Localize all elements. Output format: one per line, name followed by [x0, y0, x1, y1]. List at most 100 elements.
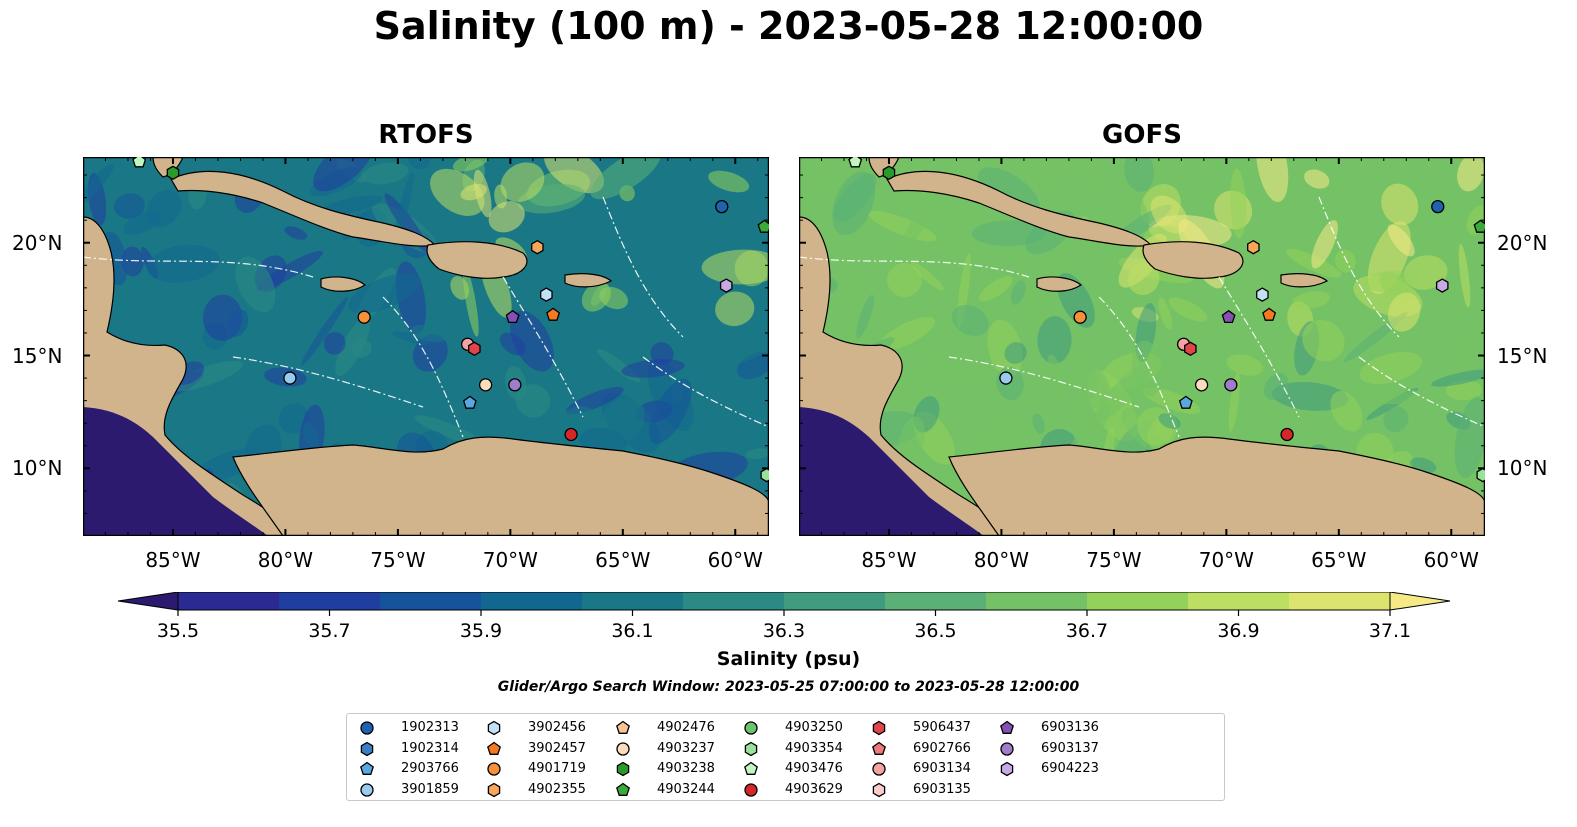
salinity-eddy: [323, 332, 346, 355]
legend-marker[interactable]: [360, 782, 374, 797]
salinity-eddy: [1364, 270, 1413, 293]
eez-boundary: [948, 356, 1140, 408]
colorbar-segment: [986, 592, 1088, 610]
float-marker-6903136[interactable]: [1221, 309, 1236, 324]
salinity-eddy: [1131, 340, 1164, 397]
float-marker-4903244[interactable]: [1473, 219, 1485, 233]
float-marker-4903354[interactable]: [1476, 467, 1485, 483]
salinity-eddy: [974, 416, 1020, 462]
colorbar-segment: [481, 592, 583, 610]
float-marker-3902456[interactable]: [1256, 287, 1269, 302]
pentagon-marker-icon: [616, 720, 630, 734]
pentagon-marker-icon: [360, 761, 374, 775]
salinity-eddy: [1457, 157, 1485, 192]
lon-tick-label: 80°W: [973, 548, 1030, 572]
float-marker-3902456[interactable]: [540, 287, 553, 302]
salinity-eddy: [1256, 157, 1289, 203]
legend-marker[interactable]: [872, 741, 886, 755]
float-marker-4901719[interactable]: [1073, 310, 1087, 324]
salinity-eddy: [1387, 292, 1421, 332]
float-marker-4903354[interactable]: [760, 467, 769, 483]
legend-label: 4903629: [785, 781, 843, 797]
salinity-eddy: [1292, 291, 1331, 309]
legend-marker[interactable]: [360, 741, 374, 756]
legend-label: 4903354: [785, 740, 843, 756]
colorbar-tick-label: 35.7: [308, 620, 351, 642]
legend-marker[interactable]: [616, 720, 630, 734]
float-marker-6903136[interactable]: [505, 309, 520, 324]
legend-label: 3901859: [401, 781, 459, 797]
lon-tick-label: 80°W: [257, 548, 314, 572]
float-marker-6903137[interactable]: [508, 378, 522, 392]
salinity-eddy: [1230, 168, 1247, 239]
legend-marker[interactable]: [744, 782, 758, 797]
legend-marker[interactable]: [1000, 761, 1014, 777]
lat-tick-label-left: 20°N: [12, 230, 63, 255]
legend-marker[interactable]: [360, 761, 374, 775]
float-marker-6903137[interactable]: [1224, 378, 1238, 392]
float-marker-4901719[interactable]: [357, 310, 371, 324]
legend-label: 4903244: [657, 781, 715, 797]
colorbar-segment: [1087, 592, 1189, 610]
legend-marker[interactable]: [744, 741, 758, 756]
map-panel-gofs[interactable]: [799, 157, 1485, 536]
legend-marker[interactable]: [1000, 741, 1014, 756]
salinity-eddy: [1352, 387, 1425, 405]
float-marker-4902355[interactable]: [531, 239, 544, 255]
float-marker-2903766[interactable]: [1178, 395, 1193, 409]
salinity-eddy: [110, 300, 129, 320]
float-marker-4903237[interactable]: [478, 378, 493, 392]
float-marker-1902313[interactable]: [715, 199, 729, 214]
float-marker-4903238[interactable]: [166, 165, 180, 181]
float-marker-4903244[interactable]: [757, 219, 769, 233]
salinity-eddy: [839, 269, 864, 294]
legend-marker[interactable]: [872, 782, 886, 797]
salinity-eddy: [1271, 382, 1349, 411]
salinity-eddy: [1086, 157, 1099, 191]
lon-tick-label: 60°W: [1423, 548, 1479, 572]
float-marker-6904223[interactable]: [1435, 278, 1449, 293]
legend-marker[interactable]: [487, 762, 501, 776]
float-marker-3901859[interactable]: [999, 371, 1013, 385]
float-marker-3902457[interactable]: [546, 307, 561, 321]
lon-tick-label: 75°W: [370, 548, 426, 572]
float-marker-4902355[interactable]: [1247, 239, 1260, 255]
float-marker-2903766[interactable]: [462, 395, 477, 409]
float-marker-1902313[interactable]: [1431, 199, 1445, 214]
legend-marker[interactable]: [1000, 720, 1014, 734]
map-panel-rtofs[interactable]: [83, 157, 769, 536]
float-marker-5906437[interactable]: [1184, 341, 1197, 357]
legend-marker[interactable]: [872, 762, 886, 776]
legend-label: 5906437: [913, 720, 971, 735]
float-marker-4903629[interactable]: [564, 427, 578, 442]
legend-marker[interactable]: [616, 761, 630, 777]
float-marker-4903629[interactable]: [1280, 427, 1294, 442]
float-marker-6904223[interactable]: [719, 278, 733, 293]
float-marker-4903238[interactable]: [882, 165, 896, 181]
legend-marker[interactable]: [487, 782, 501, 797]
legend-marker[interactable]: [744, 721, 758, 735]
legend-marker[interactable]: [616, 782, 630, 796]
legend-marker[interactable]: [487, 720, 501, 736]
salinity-eddy: [1226, 354, 1263, 376]
circle-marker-icon: [360, 782, 374, 797]
legend-label: 1902313: [401, 720, 459, 735]
legend-marker[interactable]: [616, 741, 630, 756]
panel-title-rtofs: RTOFS: [378, 120, 474, 150]
float-marker-5906437[interactable]: [468, 341, 481, 357]
legend-marker[interactable]: [360, 721, 374, 735]
salinity-eddy: [1263, 372, 1289, 400]
legend-marker[interactable]: [872, 720, 886, 736]
float-marker-4903237[interactable]: [1194, 378, 1209, 392]
float-marker-4903476[interactable]: [132, 157, 147, 168]
salinity-eddy: [711, 347, 766, 367]
float-marker-4903476[interactable]: [848, 157, 863, 168]
salinity-eddy: [1302, 320, 1345, 362]
float-marker-3901859[interactable]: [283, 371, 297, 385]
legend-label: 6904223: [1041, 761, 1099, 776]
salinity-eddy: [1010, 280, 1026, 305]
legend-marker[interactable]: [487, 741, 501, 755]
colorbar-segment: [784, 592, 886, 610]
legend-marker[interactable]: [744, 761, 758, 775]
float-marker-3902457[interactable]: [1262, 307, 1277, 321]
